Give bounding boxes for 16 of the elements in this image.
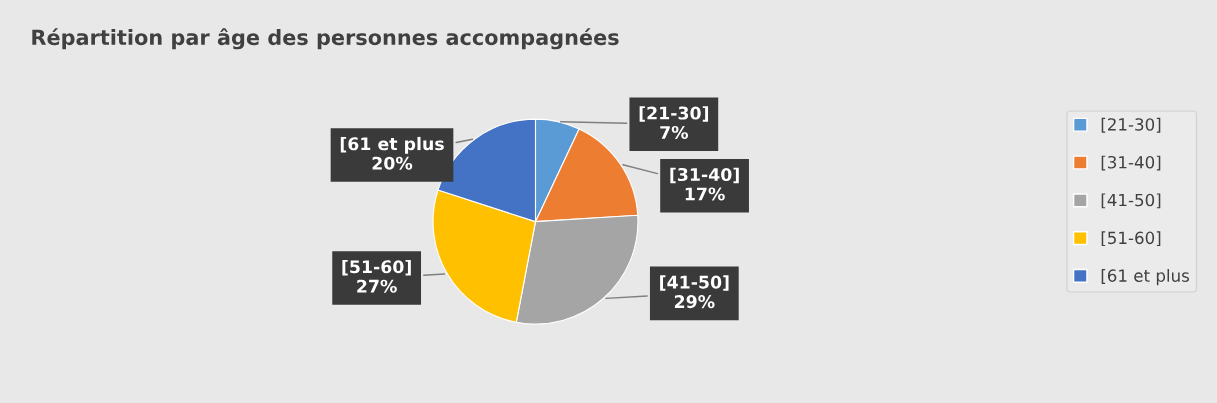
legend-label: [31-40] [1101, 155, 1161, 171]
slice-label: [61 et plus [340, 136, 444, 154]
slice-label: [51-60] [342, 259, 411, 276]
legend-label: [51-60] [1101, 231, 1161, 247]
data-label: 17% [685, 187, 725, 201]
legend-label: [61 et plus [1101, 269, 1190, 286]
data-label: 27% [357, 279, 397, 293]
slice-label: [41-50] [660, 275, 729, 291]
data-label: 20% [372, 156, 413, 170]
chart-title: Répartition par âge des personnes accompagnées [32, 28, 619, 50]
legend-label: [41-50] [1101, 193, 1161, 209]
legend-label: [21-30] [1101, 117, 1161, 133]
slice-label: [21-30] [639, 106, 709, 122]
data-label: 7% [660, 125, 689, 140]
data-label: 29% [674, 295, 715, 309]
slice-label: [31-40] [670, 167, 739, 184]
